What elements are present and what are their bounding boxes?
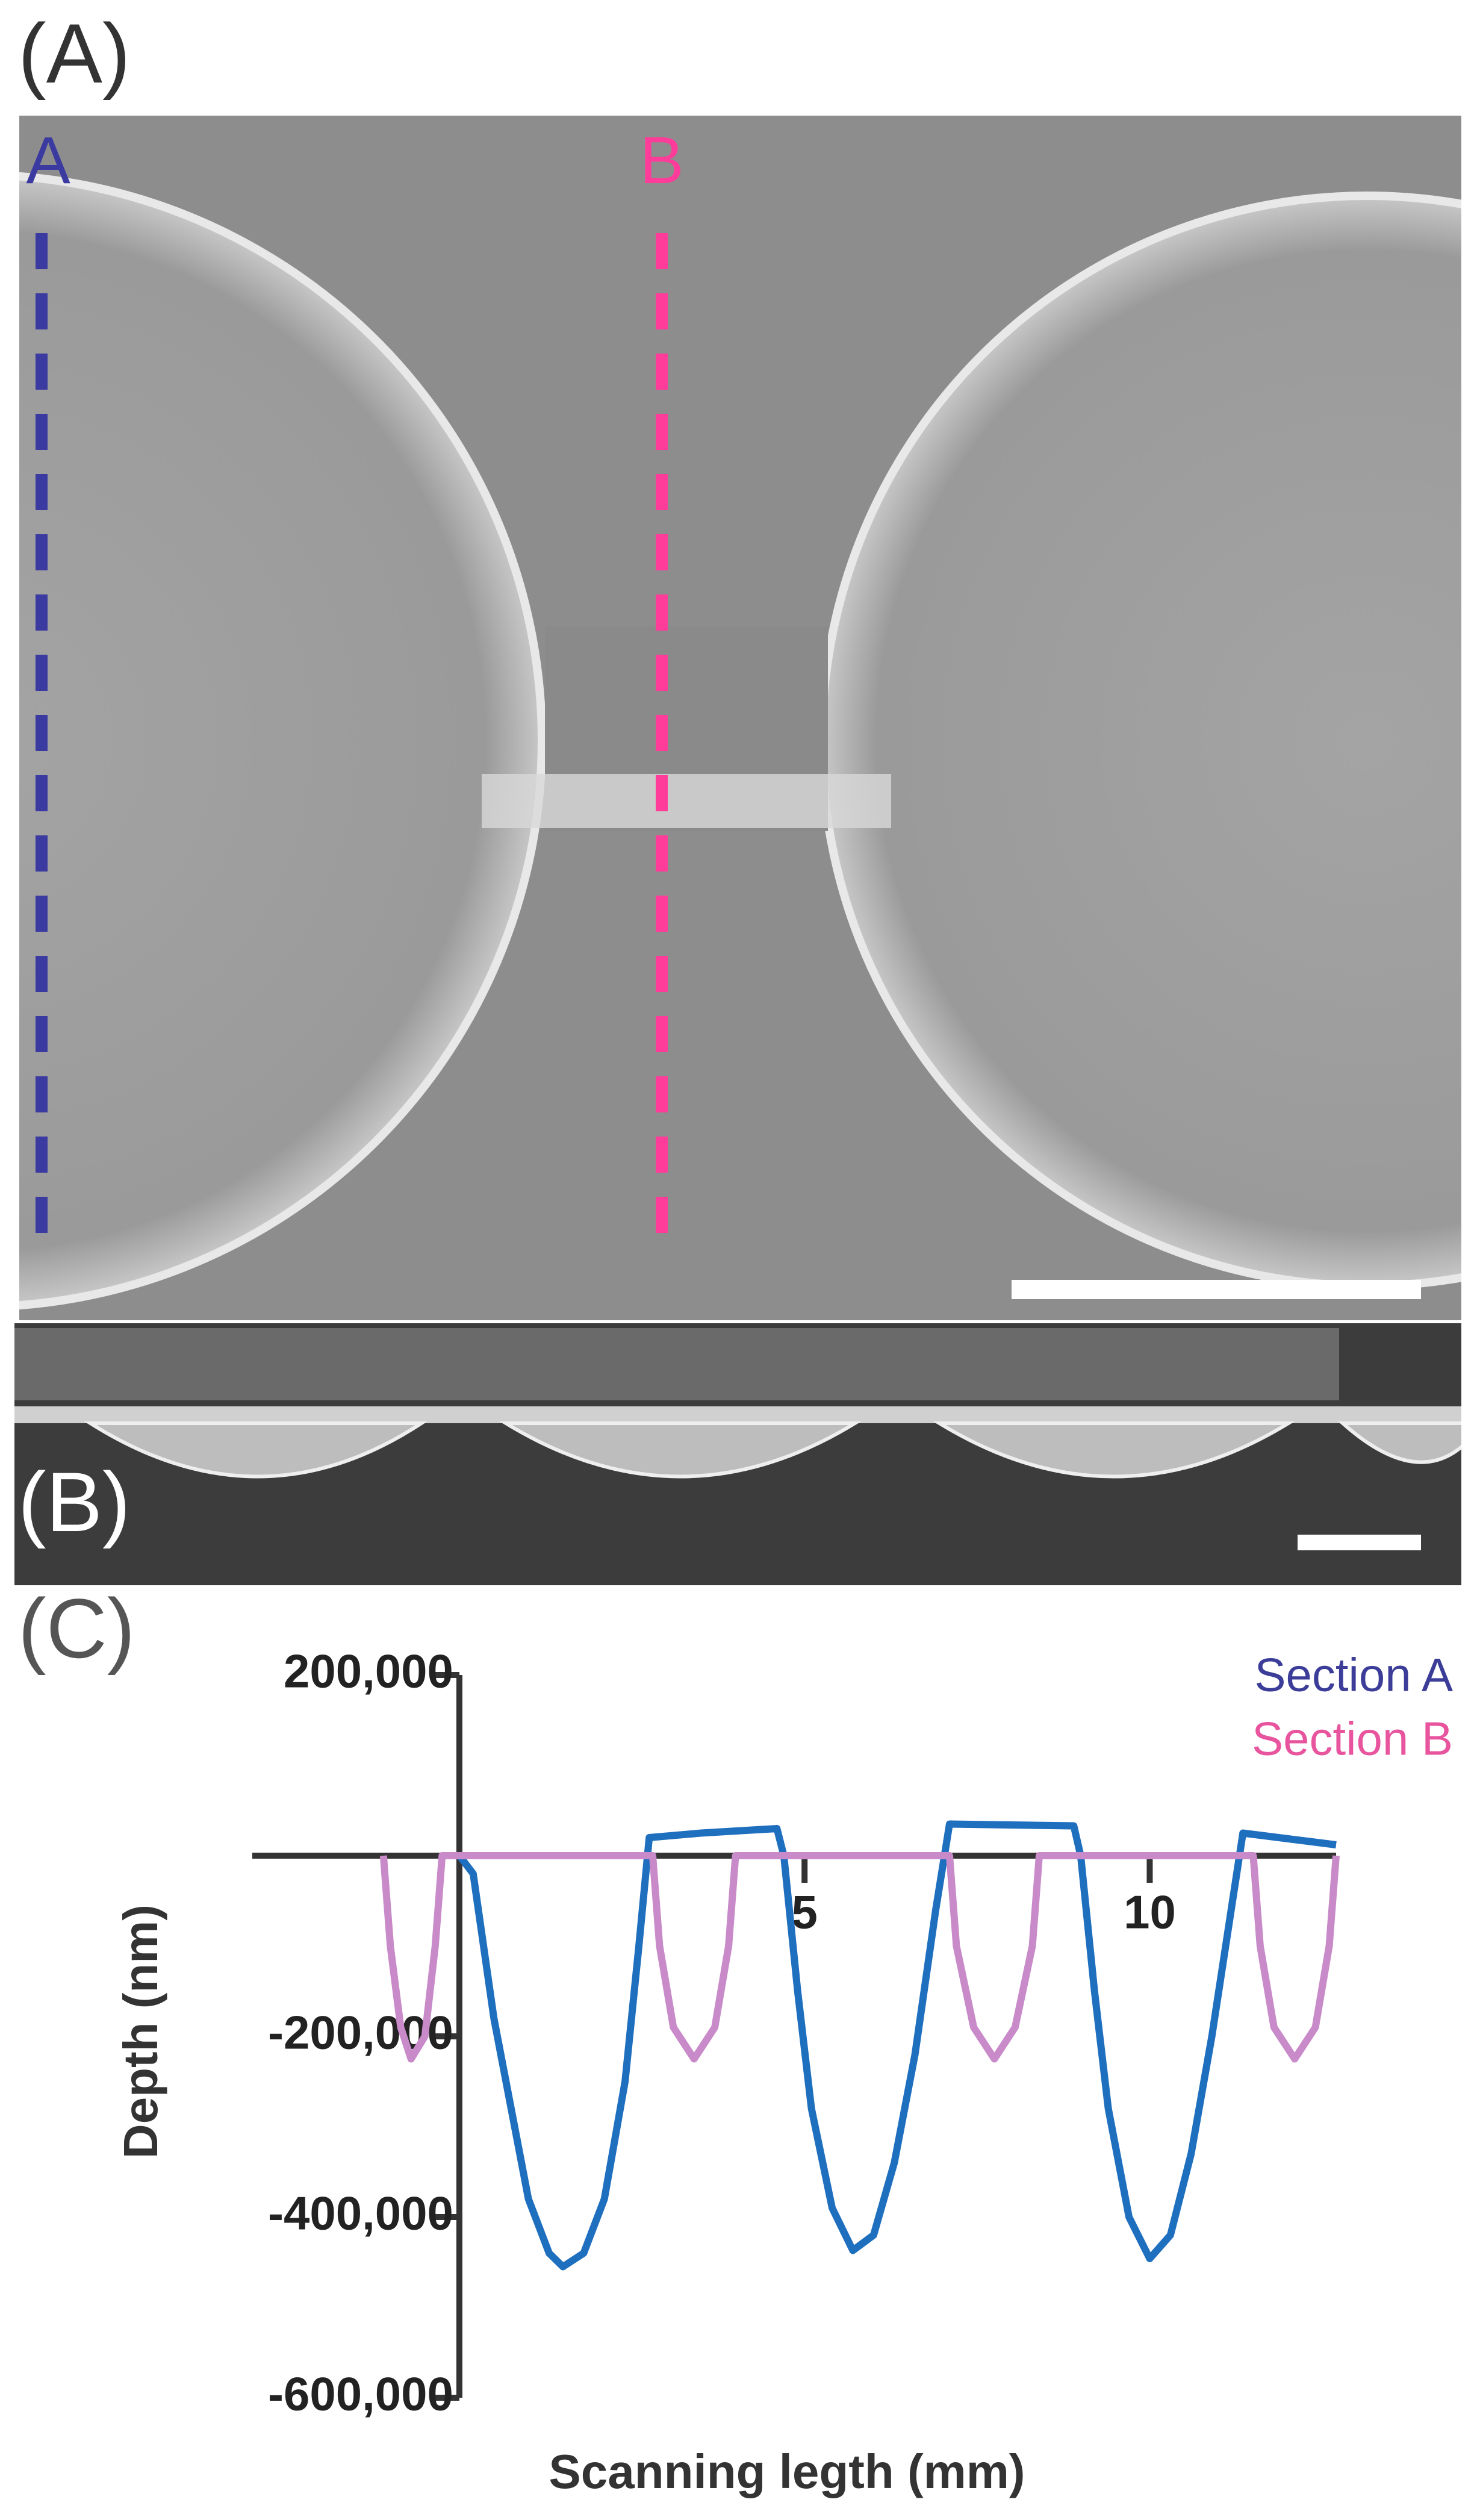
legend-entry: Section A [1254,1648,1453,1701]
x-tick-label: 5 [792,1886,818,1939]
panel-label: (C) [18,1581,135,1676]
scale-bar [1298,1535,1421,1550]
y-axis-label: Depth (nm) [114,1904,167,2159]
y-tick-label: -600,000 [268,2368,453,2421]
x-axis-label: Scanning legth (mm) [549,2445,1025,2498]
y-tick-label: 200,000 [284,1645,453,1698]
panel-label: (B) [18,1455,131,1549]
legend-entry: Section B [1252,1712,1453,1765]
series-line [456,1820,1337,2271]
section-label: B [639,123,683,198]
x-tick-label: 10 [1124,1886,1176,1939]
panel-label: (A) [18,6,131,101]
y-tick-label: -400,000 [268,2187,453,2240]
sem-image-b [14,1323,1461,1585]
section-label: A [26,123,70,198]
scale-bar [1012,1280,1421,1299]
series-line [379,1852,1340,2063]
sem-image-a [19,116,1461,1320]
